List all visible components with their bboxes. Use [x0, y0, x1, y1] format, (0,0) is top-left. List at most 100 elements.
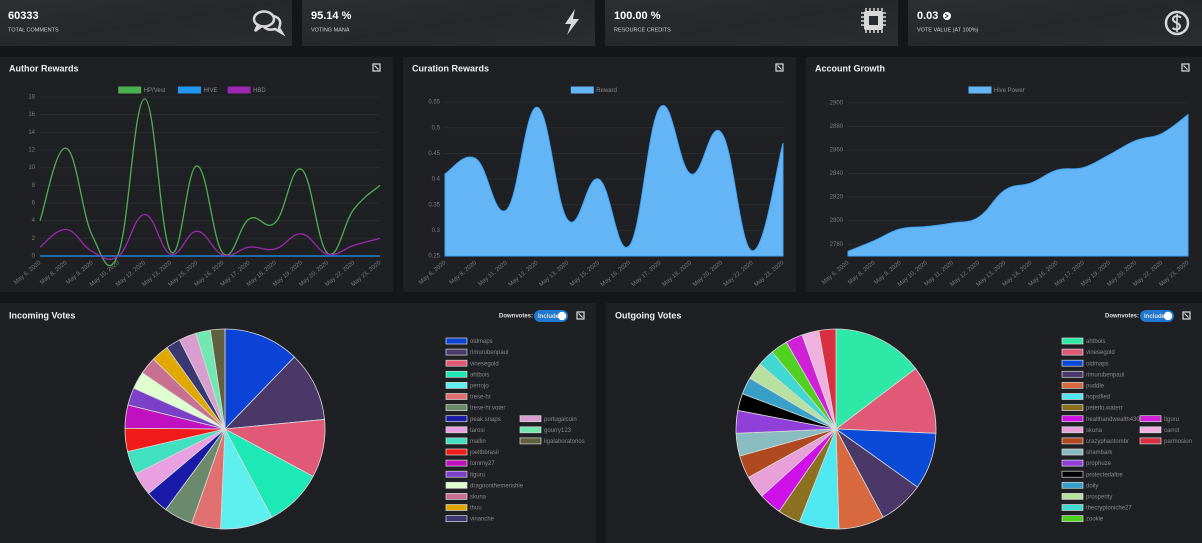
stat-label: VOTE VALUE (AT 100%)	[917, 27, 979, 33]
comments-icon	[252, 10, 286, 37]
legend-swatch	[1061, 481, 1084, 489]
mana-icon	[565, 9, 579, 35]
legend-swatch	[445, 481, 468, 489]
legend-label: skuna	[1086, 428, 1103, 434]
toggle-value: Include	[1144, 314, 1166, 320]
y-tick-label: 2800	[830, 218, 844, 224]
pie-slice	[209, 328, 226, 430]
legend-swatch	[445, 493, 468, 500]
stat-card	[0, 0, 292, 46]
expand-button[interactable]	[372, 63, 381, 72]
expand-glyph	[374, 65, 379, 70]
pie-slice	[223, 356, 325, 430]
legend-label: prosperity	[1086, 494, 1112, 500]
legend-swatch	[445, 470, 468, 478]
legend-label: HP/Vest	[144, 88, 166, 94]
legend-label: trese-hr	[470, 395, 491, 401]
legend-label: dragoonthemenshie	[470, 483, 524, 489]
stat-label: VOTING MANA	[311, 27, 350, 33]
legend-label: doily	[1086, 483, 1098, 489]
legend-swatch	[1061, 515, 1084, 522]
legend-swatch	[1061, 493, 1084, 500]
toggle-value: Include	[538, 314, 560, 320]
legend-label: trese-hr.voter	[470, 406, 505, 412]
expand-glyph	[578, 313, 583, 318]
legend-label: shambark	[1086, 450, 1113, 456]
y-tick-label: 6	[32, 201, 36, 207]
expand-glyph	[1184, 313, 1189, 318]
legend-swatch	[445, 359, 468, 367]
y-tick-label: 0.3	[432, 228, 441, 234]
expand-button[interactable]	[576, 311, 585, 320]
legend-swatch	[1061, 359, 1084, 367]
legend-swatch	[1061, 348, 1084, 356]
toggle-knob	[1163, 311, 1173, 321]
toggle-knob	[557, 311, 567, 321]
legend-label: parmosion	[1164, 439, 1192, 445]
legend-swatch	[445, 393, 468, 400]
chip-icon	[861, 8, 886, 33]
toggle-label: Downvotes:	[499, 314, 533, 320]
legend-label: Hive Power	[994, 88, 1025, 94]
legend-swatch	[519, 415, 542, 423]
legend-label: zookie	[1086, 517, 1104, 523]
y-tick-label: 0.45	[428, 151, 440, 157]
legend-swatch	[445, 515, 468, 522]
legend-label: tommy27	[470, 461, 495, 467]
chart-title: Account Growth	[815, 63, 885, 73]
legend-swatch	[519, 426, 542, 434]
legend-swatch	[519, 437, 542, 445]
y-tick-label: 4	[32, 218, 36, 224]
legend-label: ltguru	[1164, 417, 1179, 423]
chart-title: Curation Rewards	[412, 63, 489, 73]
legend-swatch	[445, 382, 468, 389]
legend-swatch	[227, 86, 251, 94]
y-tick-label: 10	[28, 165, 35, 171]
y-tick-label: 2840	[830, 171, 844, 177]
legend-swatch	[1061, 337, 1084, 345]
expand-button[interactable]	[1182, 311, 1191, 320]
legend-swatch	[1061, 415, 1084, 423]
legend-label: tarosi	[470, 428, 485, 434]
legend-swatch	[1139, 437, 1162, 445]
y-tick-label: 0	[32, 254, 36, 260]
y-tick-label: 2880	[830, 124, 844, 130]
expand-button[interactable]	[775, 63, 784, 72]
y-tick-label: 18	[28, 95, 35, 101]
legend-label: peak.snaps	[470, 417, 501, 423]
pie-slice	[834, 368, 937, 434]
legend-swatch	[968, 86, 992, 94]
stat-value: 95.14 %	[311, 10, 352, 22]
chart-title: Author Rewards	[9, 63, 79, 73]
legend-swatch	[1139, 415, 1162, 423]
chart-title: Outgoing Votes	[615, 310, 681, 320]
stat-value: 60333	[8, 10, 39, 22]
y-tick-label: 0.55	[428, 100, 440, 106]
legend-swatch	[445, 404, 468, 411]
stat-label: RESOURCE CREDITS	[614, 27, 671, 33]
dollar-icon	[1164, 10, 1190, 36]
stat-value: 100.00 %	[614, 10, 661, 22]
stat-value: 0.03	[917, 10, 938, 22]
legend-label: protectedaltre	[1086, 472, 1123, 478]
legend-label: HIVE	[204, 88, 218, 94]
line	[39, 98, 381, 267]
y-tick-label: 2900	[830, 100, 844, 106]
legend-swatch	[1061, 459, 1084, 467]
legend-swatch	[1061, 393, 1084, 400]
chart-title: Incoming Votes	[9, 310, 75, 320]
legend-swatch	[1061, 370, 1084, 378]
legend-swatch	[445, 415, 468, 423]
area	[444, 104, 784, 257]
y-tick-label: 0.5	[432, 125, 441, 131]
legend-swatch	[445, 426, 468, 434]
y-tick-label: 2	[32, 236, 36, 242]
legend-label: vinesegold	[470, 361, 499, 367]
legend-label: rimurubenpaul	[470, 350, 508, 356]
expand-button[interactable]	[1181, 63, 1190, 72]
toggle-label: Downvotes:	[1105, 314, 1139, 320]
legend-label: Reward	[596, 88, 617, 94]
legend-swatch	[445, 437, 468, 445]
legend-swatch	[445, 504, 468, 511]
